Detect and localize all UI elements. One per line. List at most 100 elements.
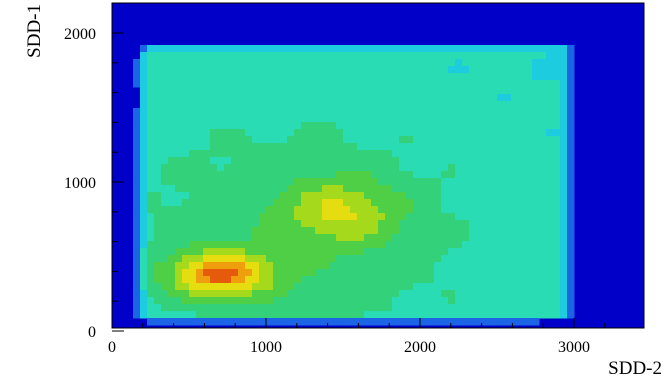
density-cell (560, 304, 568, 312)
density-cell (497, 150, 505, 158)
density-cell (252, 59, 260, 67)
density-cell (329, 262, 337, 270)
density-cell (560, 73, 568, 81)
density-cell (511, 206, 519, 214)
density-cell (196, 234, 204, 242)
density-cell (434, 150, 442, 158)
density-cell (532, 220, 540, 228)
density-cell (168, 164, 176, 172)
density-cell (511, 276, 519, 284)
density-cell (147, 80, 155, 88)
density-cell (217, 94, 225, 102)
density-cell (497, 248, 505, 256)
density-cell (525, 101, 533, 109)
density-cell (287, 157, 295, 165)
density-cell (518, 185, 526, 193)
density-cell (546, 87, 554, 95)
density-cell (385, 220, 393, 228)
density-cell (476, 290, 484, 298)
density-cell (539, 297, 547, 305)
density-cell (308, 227, 316, 235)
density-cell (378, 262, 386, 270)
density-cell (154, 136, 162, 144)
density-cell (525, 87, 533, 95)
density-cell (406, 94, 414, 102)
density-cell (511, 94, 519, 102)
density-cell (210, 129, 218, 137)
density-cell (168, 255, 176, 263)
density-cell (245, 87, 253, 95)
density-cell (539, 171, 547, 179)
density-cell (308, 220, 316, 228)
density-cell (399, 157, 407, 165)
density-cell (399, 80, 407, 88)
density-cell (308, 73, 316, 81)
density-cell (266, 108, 274, 116)
density-cell (483, 220, 491, 228)
density-cell (455, 269, 463, 277)
density-cell (539, 129, 547, 137)
density-cell (280, 66, 288, 74)
density-cell (245, 150, 253, 158)
density-cell (357, 241, 365, 249)
density-cell (434, 227, 442, 235)
density-cell (532, 136, 540, 144)
density-cell (546, 101, 554, 109)
density-cell (434, 73, 442, 81)
density-cell (539, 59, 547, 67)
density-cell (350, 304, 358, 312)
density-cell (462, 59, 470, 67)
density-cell (476, 269, 484, 277)
density-cell (147, 255, 155, 263)
density-cell (182, 115, 190, 123)
density-cell (154, 73, 162, 81)
density-cell (518, 150, 526, 158)
density-cell (140, 185, 148, 193)
density-cell (238, 73, 246, 81)
density-cell (308, 318, 316, 326)
density-cell (301, 248, 309, 256)
density-cell (539, 122, 547, 130)
density-cell (287, 290, 295, 298)
density-cell (385, 290, 393, 298)
density-cell (259, 87, 267, 95)
density-cell (266, 290, 274, 298)
density-cell (196, 311, 204, 319)
density-cell (259, 192, 267, 200)
density-cell (217, 108, 225, 116)
density-cell (378, 129, 386, 137)
density-cell (525, 262, 533, 270)
density-cell (448, 143, 456, 151)
density-cell (378, 157, 386, 165)
density-cell (469, 269, 477, 277)
density-cell (399, 234, 407, 242)
density-cell (245, 157, 253, 165)
density-cell (301, 52, 309, 60)
density-cell (168, 150, 176, 158)
density-cell (273, 241, 281, 249)
density-cell (182, 80, 190, 88)
density-cell (504, 108, 512, 116)
density-cell (357, 73, 365, 81)
density-cell (266, 52, 274, 60)
density-cell (385, 101, 393, 109)
density-cell (196, 199, 204, 207)
density-cell (532, 262, 540, 270)
density-cell (350, 276, 358, 284)
density-cell (280, 143, 288, 151)
density-cell (469, 115, 477, 123)
density-cell (245, 220, 253, 228)
density-cell (182, 269, 190, 277)
density-cell (539, 283, 547, 291)
density-cell (490, 290, 498, 298)
density-cell (315, 185, 323, 193)
density-cell (252, 241, 260, 249)
density-cell (483, 234, 491, 242)
density-cell (308, 52, 316, 60)
density-cell (434, 283, 442, 291)
density-cell (567, 171, 575, 179)
density-cell (196, 122, 204, 130)
density-cell (154, 248, 162, 256)
density-cell (224, 311, 232, 319)
density-cell (287, 45, 295, 53)
